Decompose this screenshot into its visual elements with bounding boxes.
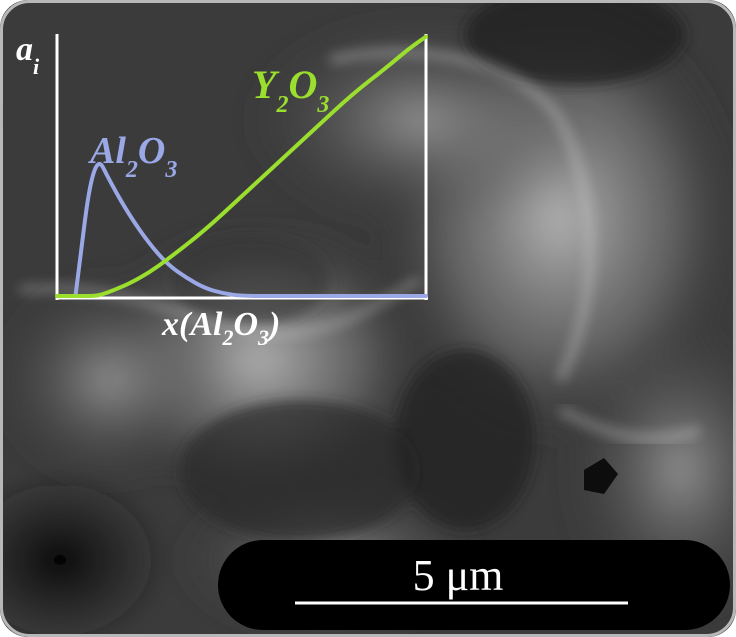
x-axis-label: x(Al2O3) <box>161 306 280 350</box>
scale-bar-label: 5 μm <box>413 551 504 600</box>
scale-bar-pill <box>218 540 730 630</box>
series-label-al2o3: Al2O3 <box>88 130 177 183</box>
series-layer <box>55 34 428 298</box>
series-line-y2o3 <box>55 34 428 298</box>
scale-bar: 5 μm <box>218 540 730 630</box>
activity-plot: ai x(Al2O3) Al2O3 Y2O3 <box>16 31 428 350</box>
series-label-y2o3: Y2O3 <box>252 62 329 118</box>
series-line-al2o3 <box>73 161 428 298</box>
y-axis-label: ai <box>16 31 40 79</box>
